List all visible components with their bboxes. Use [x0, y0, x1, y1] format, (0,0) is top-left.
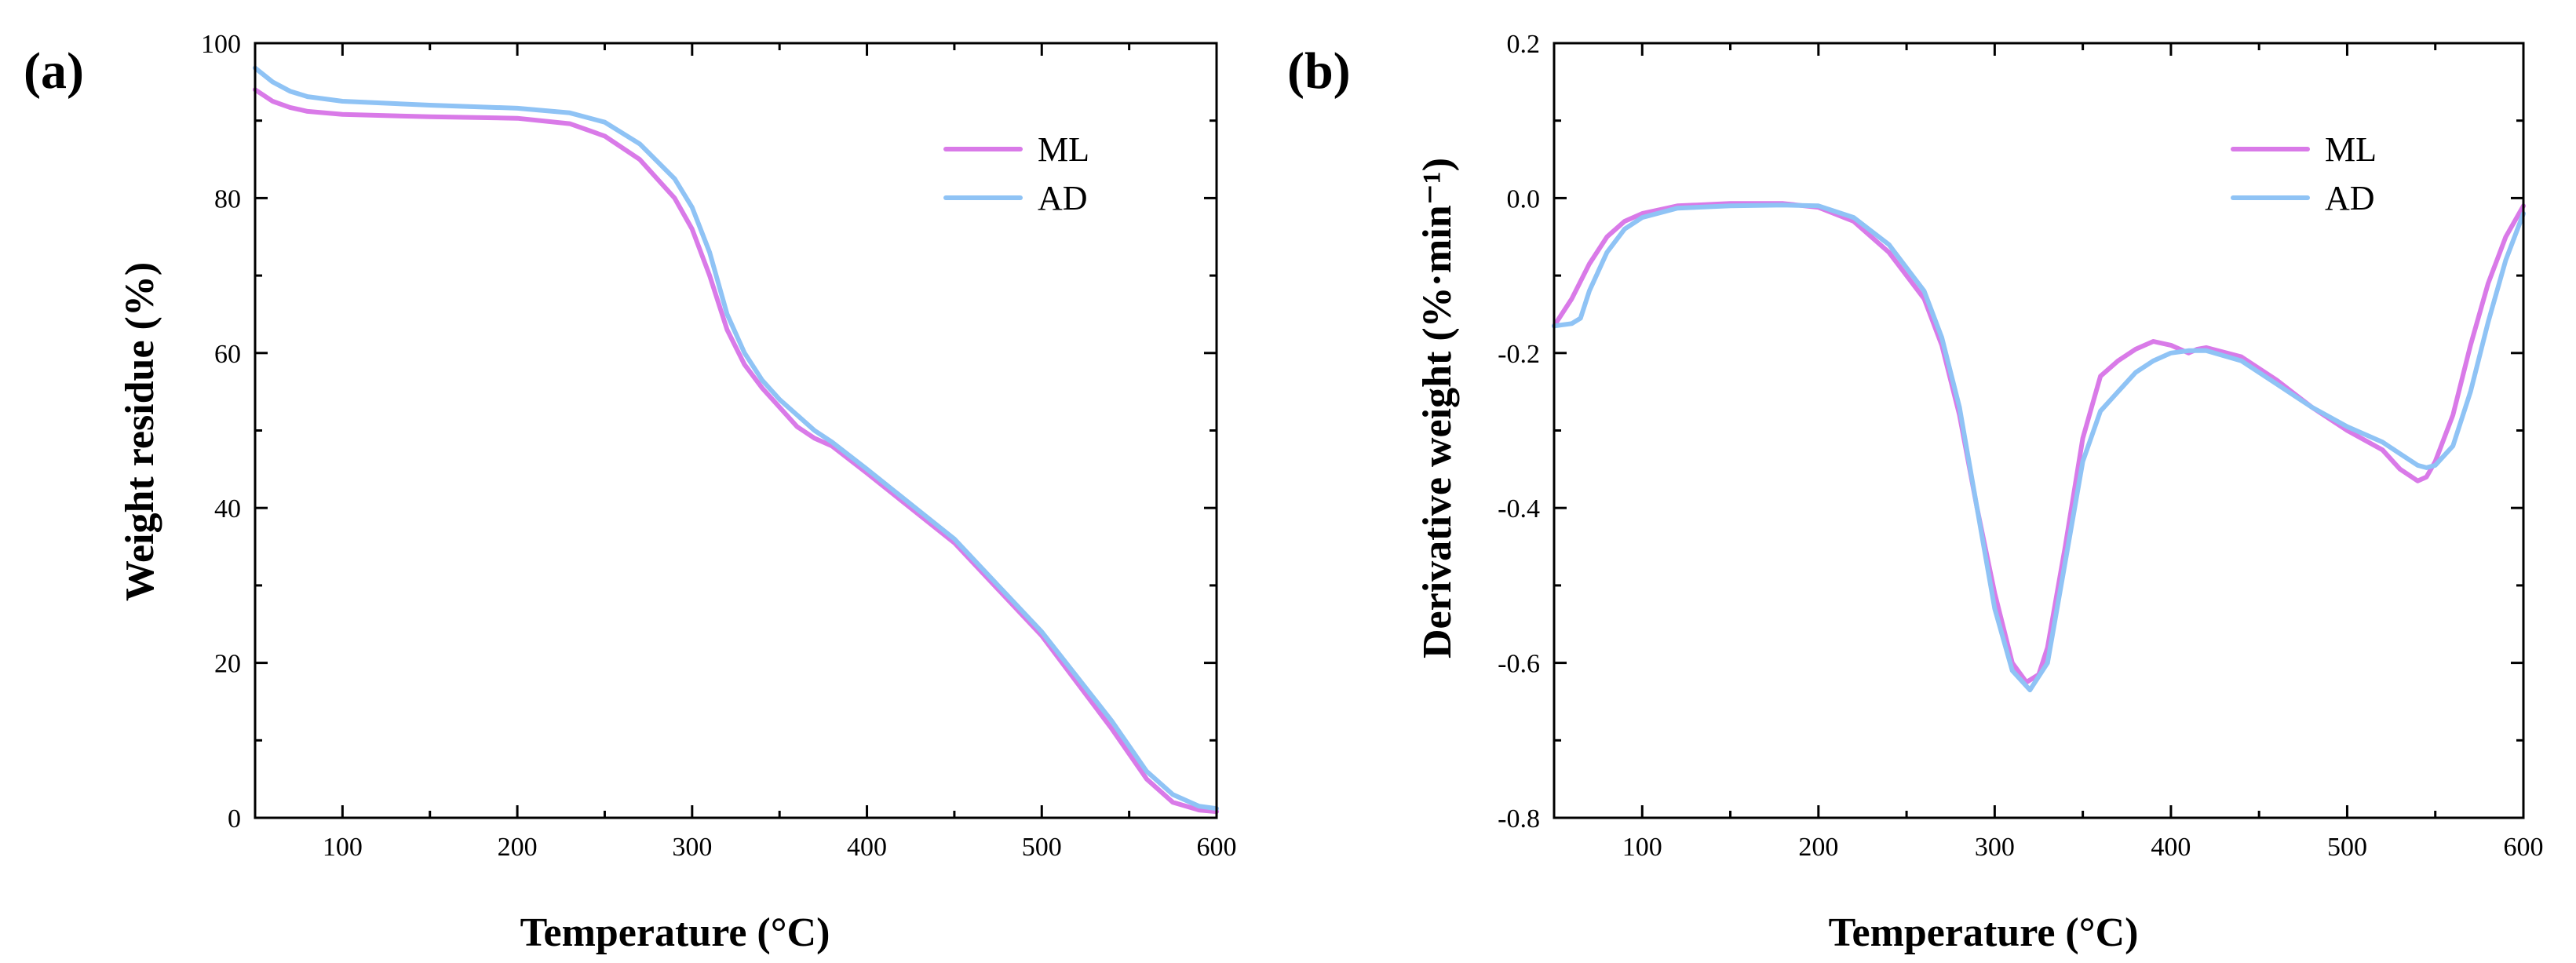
- panel-b-x-axis-title: Temperature (°C): [1829, 910, 2139, 955]
- panel-a-series-ad: [253, 65, 1219, 812]
- panel-b-series-ad: [1552, 202, 2526, 693]
- panel-a-y-tick-label: 80: [214, 184, 241, 213]
- panel-b-axes: 100 200 300 400 500 600 -0.8 -0.6 -0.4 -0.2 0.0 0.2: [1498, 30, 2543, 862]
- panel-a-x-tick-label: 300: [672, 833, 712, 862]
- panel-b-y-tick-label: -0.8: [1498, 804, 1540, 834]
- panel-b-series-ml: [1552, 201, 2526, 685]
- panel-b-series: [1552, 201, 2526, 693]
- panel-a-legend-label-ml: ML: [1038, 130, 1089, 169]
- panel-a-x-tick-label: 100: [323, 833, 363, 862]
- panel-b-x-tick-label: 200: [1798, 833, 1838, 862]
- panel-a-x-tick-label: 500: [1022, 833, 1062, 862]
- panel-b-legend-label-ml: ML: [2325, 130, 2377, 169]
- panel-b-x-tick-label: 400: [2151, 833, 2191, 862]
- panel-a-weight-residue-chart: (a) 100 200 300 400 500 600 0 20 40 60 80 100 Tempe…: [24, 30, 1237, 955]
- panel-a-axes: 100 200 300 400 500 600 0 20 40 60 80 100: [201, 30, 1237, 862]
- panel-b-x-tick-label: 500: [2327, 833, 2367, 862]
- panel-a-x-axis-title: Temperature (°C): [520, 910, 830, 955]
- panel-b-y-axis-title: Derivative weight (%·min⁻¹): [1415, 158, 1460, 658]
- panel-b-y-tick-label: 0.0: [1507, 184, 1541, 213]
- panel-b-y-tick-label: 0.2: [1507, 30, 1541, 59]
- panel-b-plot-frame: [1553, 42, 2525, 819]
- panel-b-y-tick-label: -0.4: [1498, 494, 1540, 523]
- panel-a-y-tick-label: 40: [214, 494, 241, 523]
- panel-b-x-tick-label: 100: [1622, 833, 1662, 862]
- panel-b-y-tick-label: -0.6: [1498, 650, 1540, 679]
- panel-a-y-axis-title: Weight residue (%): [118, 262, 162, 601]
- panel-a-label: (a): [24, 42, 84, 100]
- panel-a-x-tick-label: 400: [847, 833, 887, 862]
- panel-a-legend: ML AD: [943, 130, 1089, 217]
- panel-a-x-tick-label: 600: [1197, 833, 1237, 862]
- panel-a-y-tick-label: 60: [214, 340, 241, 369]
- panel-a-y-tick-label: 0: [228, 804, 241, 834]
- panel-a-y-tick-label: 20: [214, 650, 241, 679]
- panel-a-series: [253, 65, 1219, 815]
- panel-a-y-tick-label: 100: [201, 30, 241, 59]
- panel-a-series-ml: [253, 87, 1219, 815]
- panel-a-x-tick-label: 200: [498, 833, 538, 862]
- panel-b-legend: ML AD: [2231, 130, 2377, 217]
- panel-b-y-tick-label: -0.2: [1498, 340, 1540, 369]
- panel-b-x-tick-label: 600: [2504, 833, 2544, 862]
- panel-b-derivative-weight-chart: (b) 100 200 300 400 500 600 -0.8 -0.6 -0.4 -0.2 0.…: [1287, 30, 2544, 955]
- panel-b-label: (b): [1287, 42, 1351, 100]
- panel-b-x-tick-label: 300: [1975, 833, 2015, 862]
- panel-b-legend-label-ad: AD: [2325, 179, 2375, 217]
- panel-a-legend-label-ad: AD: [1038, 179, 1088, 217]
